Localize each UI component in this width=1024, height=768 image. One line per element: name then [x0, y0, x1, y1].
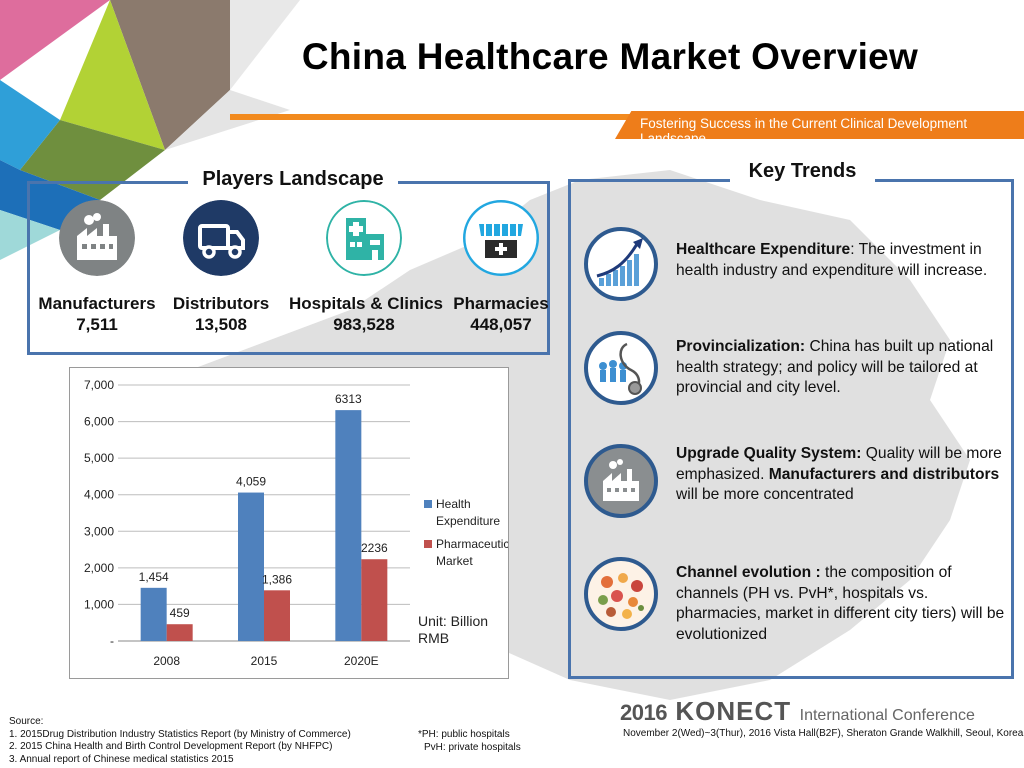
trend-provincialization: Provincialization: China has built up na…: [676, 337, 1009, 399]
bar: [361, 559, 388, 641]
data-label: 459: [170, 606, 190, 620]
note-ph: *PH: public hospitals: [418, 729, 510, 740]
header-divider: [230, 114, 1024, 120]
player-distributors: Distributors 13,508: [146, 200, 296, 335]
trend-body: The investment in health industry and ex…: [676, 241, 988, 279]
tagline-banner: [615, 111, 1024, 139]
x-tick-label: 2020E: [344, 654, 379, 668]
chart-panel: - 1,000 2,000 3,000 4,000 5,000 6,000 7,000 1,45…: [69, 367, 519, 679]
source-item: 2. 2015 China Health and Birth Control D…: [9, 741, 333, 752]
source-item: 3. Annual report of Chinese medical stat…: [9, 753, 234, 765]
player-label: Pharmacies: [453, 294, 549, 313]
tagline-text: Fostering Success in the Current Clinica…: [640, 116, 968, 146]
bar: [166, 624, 193, 641]
marketplace-icon: [584, 557, 658, 631]
legend-swatch: [424, 540, 432, 548]
data-label: 1,386: [262, 572, 292, 586]
trend-heading: Channel evolution :: [676, 564, 821, 581]
player-count: 448,057: [470, 315, 532, 334]
trend-body: the composition of channels (PH vs. PvH*…: [676, 564, 1005, 643]
bar-chart: - 1,000 2,000 3,000 4,000 5,000 6,000 7,000 1,45…: [84, 378, 519, 668]
growth-chart-icon: [584, 227, 658, 301]
player-count: 13,508: [195, 315, 247, 334]
legend-entry: Health Expenditure: [436, 497, 500, 528]
page-title: China Healthcare Market Overview: [301, 36, 919, 77]
data-label: 1,454: [139, 570, 169, 584]
y-tick-label: 1,000: [84, 597, 114, 611]
legend-entry: PharmaceuticalMarket: [436, 537, 508, 568]
y-tick-label: 7,000: [84, 378, 114, 392]
trend-heading: Provincialization:: [676, 338, 806, 355]
note-pvh: PvH: private hospitals: [424, 741, 521, 753]
pharmacy-icon: [463, 200, 539, 276]
player-label: Distributors: [172, 294, 270, 313]
player-manufacturers: Manufacturers 7,511: [22, 200, 172, 335]
stethoscope-icon: [584, 331, 658, 405]
bar: [238, 492, 264, 641]
trend-heading: Upgrade Quality System:: [676, 445, 862, 462]
conference-date: November 2(Wed)~3(Thur), 2016 Vista Hall…: [623, 728, 1024, 739]
header-collage-image: [0, 0, 300, 260]
abbreviation-notes: *PH: public hospitals PvH: private hospi…: [418, 729, 568, 754]
y-tick-label: 6,000: [84, 415, 114, 429]
factory-icon: [584, 444, 658, 518]
factory-icon: [59, 200, 135, 276]
konect-logo: 2016 KONECT International Conference: [620, 696, 1000, 726]
y-tick-label: -: [110, 634, 114, 648]
players-landscape-title: Players Landscape: [188, 168, 398, 191]
x-tick-label: 2015: [251, 654, 278, 668]
key-trends-title: Key Trends: [730, 160, 875, 183]
trend-healthcare-expenditure: Healthcare Expenditure: The investment i…: [676, 240, 1009, 281]
source-item: 1. 2015Drug Distribution Industry Statis…: [9, 728, 351, 740]
source-title: Source:: [9, 716, 44, 727]
y-tick-label: 3,000: [84, 524, 114, 538]
legend-swatch: [424, 500, 432, 508]
konect-year: 2016: [620, 700, 667, 725]
truck-icon: [183, 200, 259, 276]
konect-name: KONECT: [675, 696, 792, 726]
y-tick-label: 5,000: [84, 451, 114, 465]
bar: [335, 410, 362, 641]
player-hospitals-clinics: Hospitals & Clinics 983,528: [289, 200, 443, 335]
konect-subtitle: International Conference: [799, 707, 975, 724]
player-count: 7,511: [76, 315, 118, 334]
trend-separator: :: [850, 241, 859, 258]
player-label: Manufacturers: [38, 294, 156, 313]
trend-upgrade-quality: Upgrade Quality System: Quality will be …: [676, 444, 1009, 506]
y-tick-label: 4,000: [84, 488, 114, 502]
trend-body-2: will be more concentrated: [676, 486, 854, 503]
source-notes: Source: 1. 2015Drug Distribution Industr…: [9, 716, 409, 766]
hospital-icon: [326, 200, 402, 276]
trend-heading: Healthcare Expenditure: [676, 241, 851, 258]
trend-channel-evolution: Channel evolution : the composition of c…: [676, 563, 1009, 645]
data-label: 4,059: [236, 475, 266, 489]
player-label: Hospitals & Clinics: [289, 294, 443, 313]
chart-unit-annotation: Unit: Billion RMB: [418, 613, 488, 646]
trend-heading-2: Manufacturers and distributors: [768, 465, 1000, 483]
bar: [264, 590, 290, 641]
player-count: 983,528: [333, 315, 395, 334]
y-tick-label: 2,000: [84, 561, 114, 575]
bar: [140, 587, 167, 641]
trend-body: China has built up national health strat…: [676, 338, 994, 396]
trend-body: Quality will be more emphasized.: [676, 445, 1002, 483]
data-label: 6313: [335, 392, 362, 406]
x-tick-label: 2008: [153, 654, 180, 668]
data-label: 2236: [361, 541, 388, 555]
player-pharmacies: Pharmacies 448,057: [426, 200, 576, 335]
